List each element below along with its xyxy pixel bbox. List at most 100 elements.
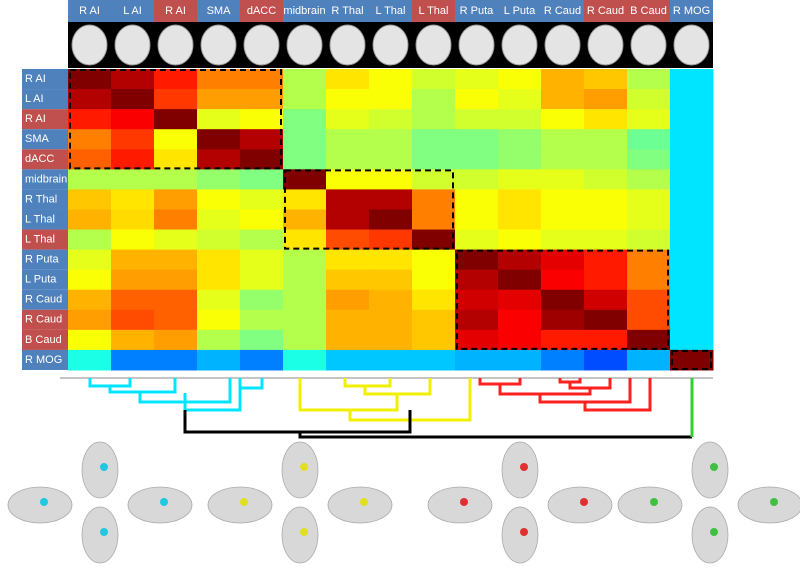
y-label: L Thal <box>25 233 55 245</box>
heat-cell <box>584 309 628 331</box>
activation <box>710 528 718 536</box>
x-label: L Puta <box>504 5 536 17</box>
y-label: B Caud <box>25 334 62 346</box>
heat-cell <box>670 129 714 150</box>
heat-cell <box>455 229 499 251</box>
cluster-box <box>284 169 454 250</box>
heat-cell <box>111 89 155 110</box>
heat-cell <box>412 89 456 110</box>
heat-cell <box>412 169 456 190</box>
y-label: L Puta <box>25 274 57 286</box>
heat-cell <box>369 129 413 150</box>
heat-cell <box>498 149 542 170</box>
heat-cell <box>283 349 327 371</box>
heat-cell <box>68 109 112 130</box>
heat-cell <box>670 109 714 130</box>
mri-slice <box>372 24 409 66</box>
heat-cell <box>111 329 155 351</box>
heat-cell <box>283 289 327 311</box>
activation <box>100 463 108 471</box>
heat-cell <box>326 209 370 231</box>
heat-cell <box>498 349 542 371</box>
heat-cell <box>455 309 499 331</box>
heat-cell <box>283 189 327 210</box>
cluster-box <box>69 69 282 170</box>
x-label: L Thal <box>376 5 406 17</box>
heat-cell <box>627 269 671 291</box>
heat-cell <box>197 169 241 190</box>
heat-cell <box>369 249 413 271</box>
heat-cell <box>283 89 327 110</box>
heat-cell <box>154 129 198 150</box>
heat-cell <box>197 329 241 351</box>
link-black <box>183 410 692 439</box>
heat-cell <box>498 249 542 271</box>
heat-cell <box>240 129 284 150</box>
heat-cell <box>68 169 112 190</box>
activation <box>240 498 248 506</box>
x-label-bg <box>111 0 154 22</box>
y-label-bg <box>22 289 68 310</box>
heat-cell <box>412 109 456 130</box>
heat-cell <box>326 89 370 110</box>
x-label: R AI <box>79 5 100 17</box>
x-label: R AI <box>165 5 186 17</box>
heat-cell <box>326 149 370 170</box>
heat-cell <box>455 169 499 190</box>
y-label: L Thal <box>25 213 55 225</box>
y-label-bg <box>22 209 68 230</box>
heat-cell <box>326 109 370 130</box>
activation <box>300 528 308 536</box>
x-label-bg <box>240 0 283 22</box>
x-label: R Caud <box>544 5 581 17</box>
heat-cell <box>541 349 585 371</box>
heat-cell <box>498 329 542 351</box>
heat-cell <box>412 189 456 210</box>
heat-cell <box>283 329 327 351</box>
x-label: SMA <box>207 5 232 17</box>
y-label: R Caud <box>25 314 62 326</box>
mri-slice <box>587 24 624 66</box>
heat-cell <box>326 229 370 251</box>
heat-cell <box>541 249 585 271</box>
heat-cell <box>627 129 671 150</box>
heat-cell <box>584 269 628 291</box>
heat-cell <box>670 349 714 371</box>
y-label: dACC <box>25 153 54 165</box>
heat-cell <box>283 209 327 231</box>
heat-cell <box>111 149 155 170</box>
heat-cell <box>154 209 198 231</box>
x-label: midbrain <box>283 5 325 17</box>
heat-cell <box>326 289 370 311</box>
mri-slice <box>501 24 538 66</box>
heat-cell <box>627 209 671 231</box>
heat-cell <box>326 169 370 190</box>
y-label-bg <box>22 229 68 250</box>
heat-cell <box>455 249 499 271</box>
heat-cell <box>455 89 499 110</box>
heat-cell <box>670 309 714 331</box>
y-label-bg <box>22 189 68 210</box>
heat-cell <box>455 269 499 291</box>
x-label-bg <box>498 0 541 22</box>
heat-cell <box>240 309 284 331</box>
brain <box>501 506 539 564</box>
activation <box>650 498 658 506</box>
heat-cell <box>68 189 112 210</box>
heat-cell <box>197 69 241 90</box>
brain <box>207 486 273 524</box>
heat-cell <box>240 169 284 190</box>
brain <box>327 486 393 524</box>
heat-cell <box>498 229 542 251</box>
heat-cell <box>240 349 284 371</box>
heat-cell <box>111 309 155 331</box>
heat-cell <box>154 329 198 351</box>
x-label: dACC <box>247 5 276 17</box>
heat-cell <box>197 209 241 231</box>
heat-cell <box>197 269 241 291</box>
heat-cell <box>68 269 112 291</box>
heat-cell <box>670 69 714 90</box>
y-label: R Thal <box>25 193 57 205</box>
heat-cell <box>412 269 456 291</box>
